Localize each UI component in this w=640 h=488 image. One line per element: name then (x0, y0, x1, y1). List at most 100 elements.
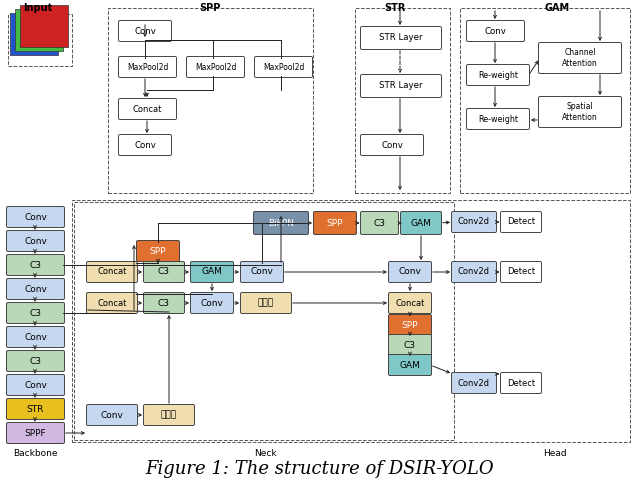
FancyBboxPatch shape (6, 399, 65, 420)
Text: Input: Input (24, 3, 52, 13)
Text: Conv: Conv (24, 381, 47, 389)
FancyBboxPatch shape (360, 75, 442, 98)
FancyBboxPatch shape (388, 354, 431, 375)
FancyBboxPatch shape (86, 405, 138, 426)
Text: Concat: Concat (396, 299, 425, 307)
FancyBboxPatch shape (401, 211, 442, 235)
FancyBboxPatch shape (451, 211, 497, 232)
FancyBboxPatch shape (314, 211, 356, 235)
Text: Conv: Conv (134, 141, 156, 149)
FancyBboxPatch shape (451, 372, 497, 393)
Text: C3: C3 (29, 261, 42, 269)
FancyBboxPatch shape (6, 303, 65, 324)
Text: Conv2d: Conv2d (458, 267, 490, 277)
FancyBboxPatch shape (118, 99, 177, 120)
Text: STR Layer: STR Layer (380, 34, 423, 42)
Text: SPP: SPP (199, 3, 221, 13)
Text: C3: C3 (29, 308, 42, 318)
FancyBboxPatch shape (451, 262, 497, 283)
Bar (72, 200, 630, 442)
Text: SPP: SPP (150, 246, 166, 256)
FancyBboxPatch shape (86, 292, 138, 313)
Text: Conv: Conv (200, 299, 223, 307)
FancyBboxPatch shape (143, 262, 184, 283)
FancyBboxPatch shape (360, 26, 442, 49)
Bar (74, 202, 454, 440)
Text: Conv: Conv (100, 410, 124, 420)
Text: BiFPN: BiFPN (268, 219, 294, 227)
FancyBboxPatch shape (191, 262, 234, 283)
FancyBboxPatch shape (467, 20, 525, 41)
Text: GAM: GAM (202, 267, 223, 277)
Bar (460, 8, 630, 193)
FancyBboxPatch shape (6, 350, 65, 371)
Text: Conv: Conv (24, 285, 47, 293)
FancyBboxPatch shape (86, 262, 138, 283)
Text: Detect: Detect (507, 379, 535, 387)
FancyBboxPatch shape (538, 42, 621, 74)
FancyBboxPatch shape (241, 262, 284, 283)
FancyBboxPatch shape (186, 57, 244, 78)
Text: Conv: Conv (24, 237, 47, 245)
Text: GAM: GAM (399, 361, 420, 369)
FancyBboxPatch shape (143, 292, 184, 313)
FancyBboxPatch shape (255, 57, 312, 78)
Text: SPP: SPP (327, 219, 343, 227)
Text: MaxPool2d: MaxPool2d (263, 62, 304, 72)
FancyBboxPatch shape (6, 423, 65, 444)
Text: Detect: Detect (507, 218, 535, 226)
FancyBboxPatch shape (136, 241, 179, 262)
Text: Conv: Conv (134, 26, 156, 36)
FancyBboxPatch shape (118, 57, 177, 78)
Bar (355, 8, 450, 193)
Text: Conv2d: Conv2d (458, 379, 490, 387)
Text: STR: STR (384, 3, 406, 13)
Text: Channel
Attention: Channel Attention (562, 48, 598, 68)
Text: STR Layer: STR Layer (380, 81, 423, 90)
Text: Conv: Conv (381, 141, 403, 149)
FancyBboxPatch shape (538, 97, 621, 127)
Text: 上采样: 上采样 (161, 410, 177, 420)
Text: MaxPool2d: MaxPool2d (127, 62, 168, 72)
FancyBboxPatch shape (191, 292, 234, 313)
Bar (10, 13, 58, 55)
FancyBboxPatch shape (6, 255, 65, 276)
FancyBboxPatch shape (388, 262, 431, 283)
FancyBboxPatch shape (6, 230, 65, 251)
Text: Spatial
Attention: Spatial Attention (562, 102, 598, 122)
FancyBboxPatch shape (253, 211, 308, 235)
FancyBboxPatch shape (6, 326, 65, 347)
Text: C3: C3 (158, 299, 170, 307)
FancyBboxPatch shape (388, 292, 431, 313)
Text: Conv2d: Conv2d (458, 218, 490, 226)
Text: SPP: SPP (402, 321, 419, 329)
FancyBboxPatch shape (500, 372, 541, 393)
Text: C3: C3 (158, 267, 170, 277)
FancyBboxPatch shape (118, 135, 172, 156)
Text: Detect: Detect (507, 267, 535, 277)
Text: STR: STR (27, 405, 44, 413)
Text: SPPF: SPPF (25, 428, 46, 438)
FancyBboxPatch shape (118, 20, 172, 41)
FancyBboxPatch shape (143, 405, 195, 426)
FancyBboxPatch shape (360, 135, 424, 156)
Text: C3: C3 (404, 341, 416, 349)
FancyBboxPatch shape (6, 279, 65, 300)
FancyBboxPatch shape (467, 108, 529, 129)
Text: Re-weight: Re-weight (478, 70, 518, 80)
Text: Conv: Conv (399, 267, 421, 277)
Text: GAM: GAM (411, 219, 431, 227)
FancyBboxPatch shape (360, 211, 399, 235)
Text: C3: C3 (374, 219, 385, 227)
Text: Re-weight: Re-weight (478, 115, 518, 123)
Bar (15, 9, 63, 51)
Text: Conv: Conv (24, 332, 47, 342)
FancyBboxPatch shape (500, 211, 541, 232)
FancyBboxPatch shape (6, 374, 65, 395)
FancyBboxPatch shape (6, 206, 65, 227)
Text: Neck: Neck (253, 449, 276, 458)
Text: Head: Head (543, 449, 567, 458)
Text: Conv: Conv (484, 26, 506, 36)
FancyBboxPatch shape (500, 262, 541, 283)
FancyBboxPatch shape (388, 314, 431, 336)
